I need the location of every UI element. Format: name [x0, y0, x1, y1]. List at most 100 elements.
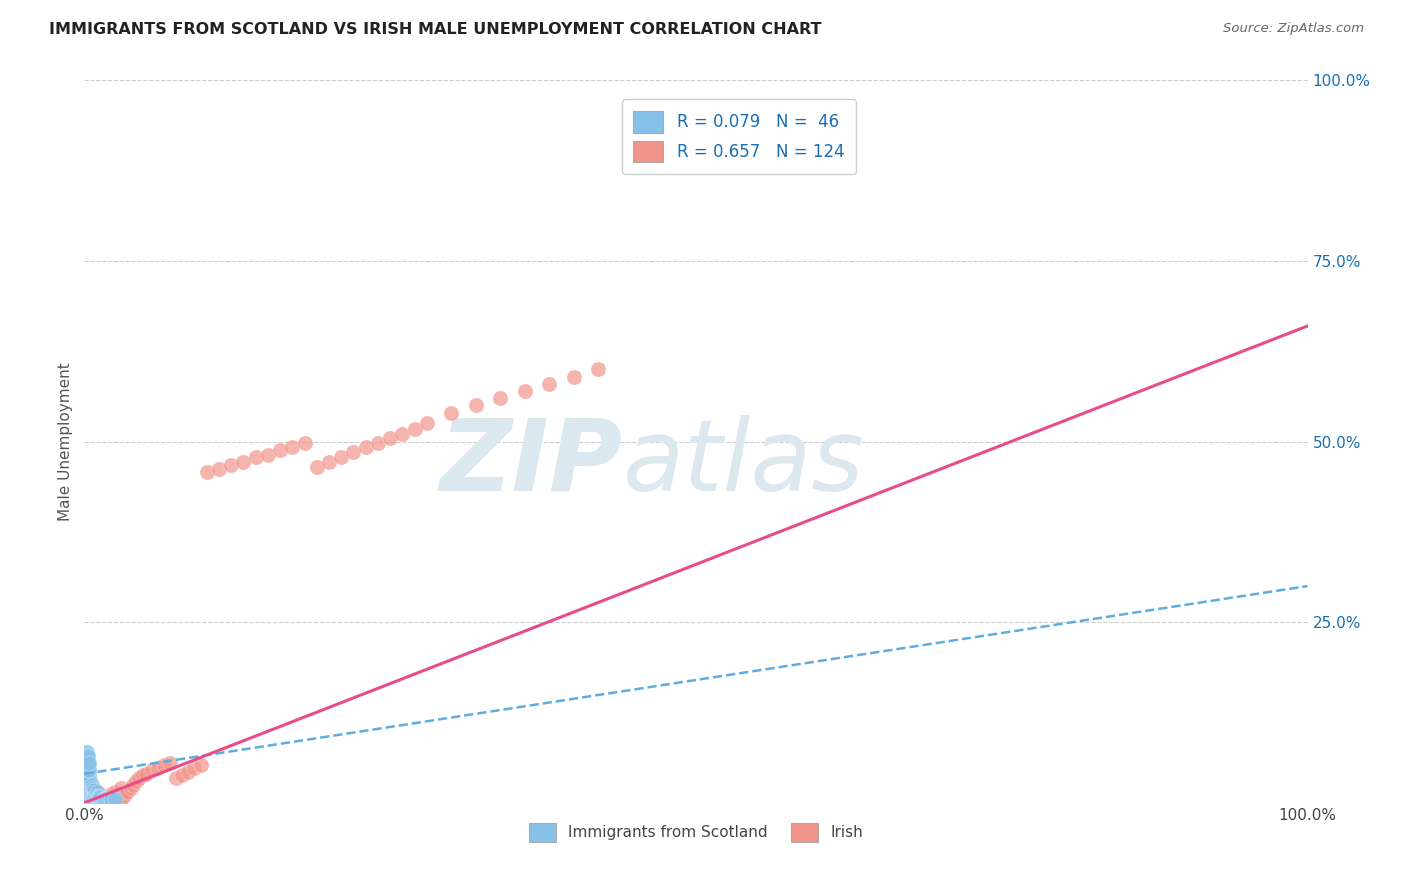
Point — [153, 758, 176, 772]
Point — [318, 455, 340, 469]
Point — [79, 774, 101, 789]
Point — [80, 792, 103, 806]
Point — [104, 792, 127, 806]
Point — [128, 771, 150, 785]
Point — [440, 406, 463, 420]
Point — [77, 778, 100, 792]
Point — [100, 792, 122, 806]
Point — [342, 445, 364, 459]
Legend: Immigrants from Scotland, Irish: Immigrants from Scotland, Irish — [517, 812, 875, 853]
Point — [79, 781, 101, 796]
Point — [257, 448, 280, 462]
Point — [79, 775, 101, 789]
Point — [82, 789, 104, 803]
Point — [159, 756, 181, 770]
Point — [96, 792, 118, 806]
Point — [104, 792, 127, 806]
Point — [77, 748, 100, 763]
Point — [77, 781, 100, 796]
Point — [86, 790, 108, 805]
Point — [80, 790, 103, 805]
Point — [77, 792, 100, 806]
Point — [80, 778, 103, 792]
Point — [77, 787, 100, 801]
Point — [208, 462, 231, 476]
Point — [305, 459, 328, 474]
Point — [177, 765, 200, 780]
Point — [79, 785, 101, 799]
Point — [269, 443, 291, 458]
Point — [110, 781, 132, 796]
Point — [89, 789, 111, 803]
Point — [562, 369, 585, 384]
Point — [83, 785, 105, 799]
Point — [87, 789, 110, 803]
Point — [90, 789, 112, 803]
Point — [94, 790, 117, 805]
Point — [464, 398, 486, 412]
Point — [77, 767, 100, 781]
Point — [76, 781, 98, 796]
Point — [89, 787, 111, 801]
Point — [76, 789, 98, 803]
Point — [172, 768, 194, 782]
Point — [219, 458, 242, 472]
Point — [80, 785, 103, 799]
Point — [86, 792, 108, 806]
Point — [79, 789, 101, 803]
Point — [87, 790, 110, 805]
Point — [87, 792, 110, 806]
Point — [77, 756, 100, 770]
Point — [76, 771, 98, 785]
Point — [83, 792, 105, 806]
Point — [77, 790, 100, 805]
Point — [77, 790, 100, 805]
Point — [132, 768, 155, 782]
Point — [82, 781, 104, 796]
Point — [110, 792, 132, 806]
Point — [77, 778, 100, 792]
Point — [82, 789, 104, 803]
Point — [135, 767, 157, 781]
Point — [77, 792, 100, 806]
Point — [77, 787, 100, 801]
Point — [489, 391, 512, 405]
Point — [107, 790, 129, 805]
Point — [416, 417, 439, 431]
Point — [87, 792, 110, 806]
Point — [91, 789, 114, 803]
Point — [87, 787, 110, 801]
Point — [77, 778, 100, 792]
Point — [91, 792, 114, 806]
Point — [86, 790, 108, 805]
Point — [77, 756, 100, 770]
Point — [87, 785, 110, 799]
Point — [76, 785, 98, 799]
Point — [83, 790, 105, 805]
Point — [76, 752, 98, 766]
Point — [513, 384, 536, 398]
Text: ZIP: ZIP — [440, 415, 623, 512]
Point — [120, 781, 142, 796]
Point — [87, 790, 110, 805]
Point — [84, 792, 107, 806]
Point — [97, 790, 120, 805]
Point — [96, 792, 118, 806]
Point — [76, 792, 98, 806]
Point — [100, 792, 122, 806]
Point — [354, 440, 377, 454]
Point — [90, 792, 112, 806]
Point — [404, 421, 426, 435]
Point — [77, 789, 100, 803]
Point — [76, 790, 98, 805]
Text: Source: ZipAtlas.com: Source: ZipAtlas.com — [1223, 22, 1364, 36]
Point — [75, 781, 97, 796]
Point — [84, 789, 107, 803]
Point — [76, 745, 98, 759]
Point — [100, 792, 122, 806]
Point — [538, 376, 561, 391]
Text: atlas: atlas — [623, 415, 865, 512]
Point — [77, 782, 100, 797]
Point — [87, 789, 110, 803]
Point — [115, 785, 138, 799]
